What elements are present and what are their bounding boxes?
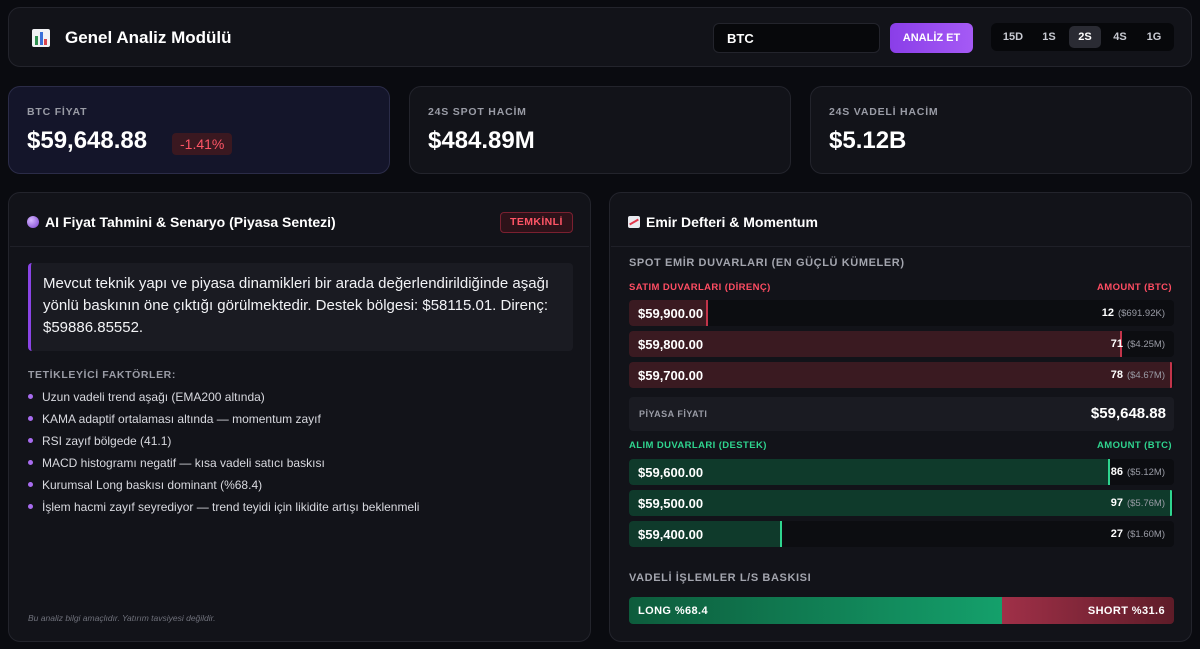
bid-header: ALIM DUVARLARI (DESTEK) (629, 440, 767, 451)
bid-amount: 27 ($1.60M) (1111, 528, 1165, 540)
bid-depth-bar (629, 459, 1111, 485)
bid-row: $59,500.00 97 ($5.76M) (629, 490, 1174, 516)
timeframe-2s[interactable]: 2S (1069, 26, 1101, 48)
factor-item: MACD histogramı negatif — kısa vadeli sa… (28, 456, 325, 470)
analyze-button[interactable]: ANALİZ ET (890, 23, 973, 53)
ask-depth-bar (629, 362, 1172, 388)
ask-row: $59,900.00 12 ($691.92K) (629, 300, 1174, 326)
ask-amount: 78 ($4.67M) (1111, 369, 1165, 381)
bid-depth-bar (629, 490, 1172, 516)
chart-trend-icon (628, 216, 640, 228)
orderbook-panel-header: Emir Defteri & Momentum (628, 214, 818, 230)
forecast-summary: Mevcut teknik yapı ve piyasa dinamikleri… (28, 263, 573, 351)
futures-volume-value: $5.12B (829, 127, 907, 154)
bar-chart-icon (32, 29, 50, 47)
bid-amount-usd: ($5.76M) (1126, 498, 1165, 509)
timeframe-15d[interactable]: 15D (1002, 31, 1024, 43)
bid-amount-usd: ($5.12M) (1126, 467, 1165, 478)
ask-amount-btc: 71 (1110, 338, 1123, 350)
market-price-label: PİYASA FİYATI (639, 409, 708, 419)
bid-amount-btc: 97 (1110, 497, 1123, 509)
spot-volume-card: 24S SPOT HACİM $484.89M (409, 86, 791, 174)
ask-amount-usd: ($691.92K) (1117, 308, 1165, 319)
ls-pressure-title: VADELİ İŞLEMLER L/S BASKISI (629, 572, 812, 584)
crystal-ball-icon (27, 216, 39, 228)
ls-pressure-bar: LONG %68.4 SHORT %31.6 (629, 597, 1174, 624)
bid-price: $59,600.00 (638, 465, 704, 480)
spot-volume-label: 24S SPOT HACİM (428, 106, 527, 118)
short-segment (1001, 597, 1174, 624)
bid-amount-btc: 86 (1110, 466, 1123, 478)
bid-amount-usd: ($1.60M) (1126, 529, 1165, 540)
factor-item: RSI zayıf bölgede (41.1) (28, 434, 171, 448)
app-header: Genel Analiz Modülü ANALİZ ET 15D 1S 2S … (8, 7, 1192, 67)
bid-amount: 97 ($5.76M) (1111, 497, 1165, 509)
factor-item: Uzun vadeli trend aşağı (EMA200 altında) (28, 390, 265, 404)
ai-panel-header: AI Fiyat Tahmini & Senaryo (Piyasa Sente… (27, 214, 336, 230)
bid-row: $59,400.00 27 ($1.60M) (629, 521, 1174, 547)
divider (611, 246, 1190, 247)
timeframe-1g[interactable]: 1G (1146, 31, 1162, 43)
factor-item: Kurumsal Long baskısı dominant (%68.4) (28, 478, 262, 492)
orderbook-panel-title: Emir Defteri & Momentum (646, 214, 818, 230)
ai-panel-title: AI Fiyat Tahmini & Senaryo (Piyasa Sente… (45, 214, 336, 230)
price-label: BTC FİYAT (27, 106, 88, 118)
timeframe-1s[interactable]: 1S (1042, 31, 1056, 43)
price-value: $59,648.88 (27, 127, 148, 154)
ask-amount-btc: 78 (1110, 369, 1123, 381)
spot-volume-value: $484.89M (428, 127, 535, 154)
disclaimer: Bu analiz bilgi amaçlıdır. Yatırım tavsi… (28, 613, 216, 623)
bid-amount-btc: 27 (1110, 528, 1123, 540)
ask-price: $59,900.00 (638, 306, 704, 321)
divider (10, 246, 589, 247)
factor-item: KAMA adaptif ortalaması altında — moment… (28, 412, 321, 426)
timeframe-selector: 15D 1S 2S 4S 1G (991, 23, 1174, 51)
price-card: BTC FİYAT $59,648.88 -1.41% (8, 86, 390, 174)
factor-item: İşlem hacmi zayıf seyrediyor — trend tey… (28, 500, 419, 514)
bid-depth-bar (629, 521, 782, 547)
symbol-search-input[interactable] (713, 23, 880, 53)
factors-title: TETİKLEYİCİ FAKTÖRLER: (28, 369, 176, 381)
ask-amount: 71 ($4.25M) (1111, 338, 1165, 350)
ask-row: $59,800.00 71 ($4.25M) (629, 331, 1174, 357)
bid-row: $59,600.00 86 ($5.12M) (629, 459, 1174, 485)
bid-price: $59,400.00 (638, 527, 704, 542)
ask-depth-bar (629, 300, 709, 326)
ask-header: SATIM DUVARLARI (DİRENÇ) (629, 282, 771, 293)
orderbook-panel: Emir Defteri & Momentum SPOT EMİR DUVARL… (609, 192, 1192, 642)
market-price-row: PİYASA FİYATI $59,648.88 (629, 397, 1174, 431)
ask-amount-header: AMOUNT (BTC) (1097, 282, 1172, 293)
price-change-badge: -1.41% (172, 133, 233, 155)
ask-depth-bar (629, 331, 1122, 357)
timeframe-4s[interactable]: 4S (1113, 31, 1127, 43)
short-label: SHORT %31.6 (1087, 605, 1165, 617)
ask-price: $59,800.00 (638, 337, 704, 352)
ai-forecast-panel: AI Fiyat Tahmini & Senaryo (Piyasa Sente… (8, 192, 591, 642)
long-label: LONG %68.4 (638, 605, 709, 617)
market-price-value: $59,648.88 (1090, 405, 1166, 422)
ask-amount-usd: ($4.25M) (1126, 339, 1165, 350)
app-title: Genel Analiz Modülü (65, 28, 232, 47)
futures-volume-label: 24S VADELİ HACİM (829, 106, 939, 118)
ask-price: $59,700.00 (638, 368, 704, 383)
bid-amount-header: AMOUNT (BTC) (1097, 440, 1172, 451)
ask-amount: 12 ($691.92K) (1102, 307, 1165, 319)
futures-volume-card: 24S VADELİ HACİM $5.12B (810, 86, 1192, 174)
sentiment-badge: TEMKİNLİ (500, 212, 573, 233)
long-segment (629, 597, 1002, 624)
bid-amount: 86 ($5.12M) (1111, 466, 1165, 478)
ask-amount-usd: ($4.67M) (1126, 370, 1165, 381)
ask-amount-btc: 12 (1101, 307, 1114, 319)
bid-price: $59,500.00 (638, 496, 704, 511)
walls-title: SPOT EMİR DUVARLARI (EN GÜÇLÜ KÜMELER) (629, 257, 905, 269)
ask-row: $59,700.00 78 ($4.67M) (629, 362, 1174, 388)
